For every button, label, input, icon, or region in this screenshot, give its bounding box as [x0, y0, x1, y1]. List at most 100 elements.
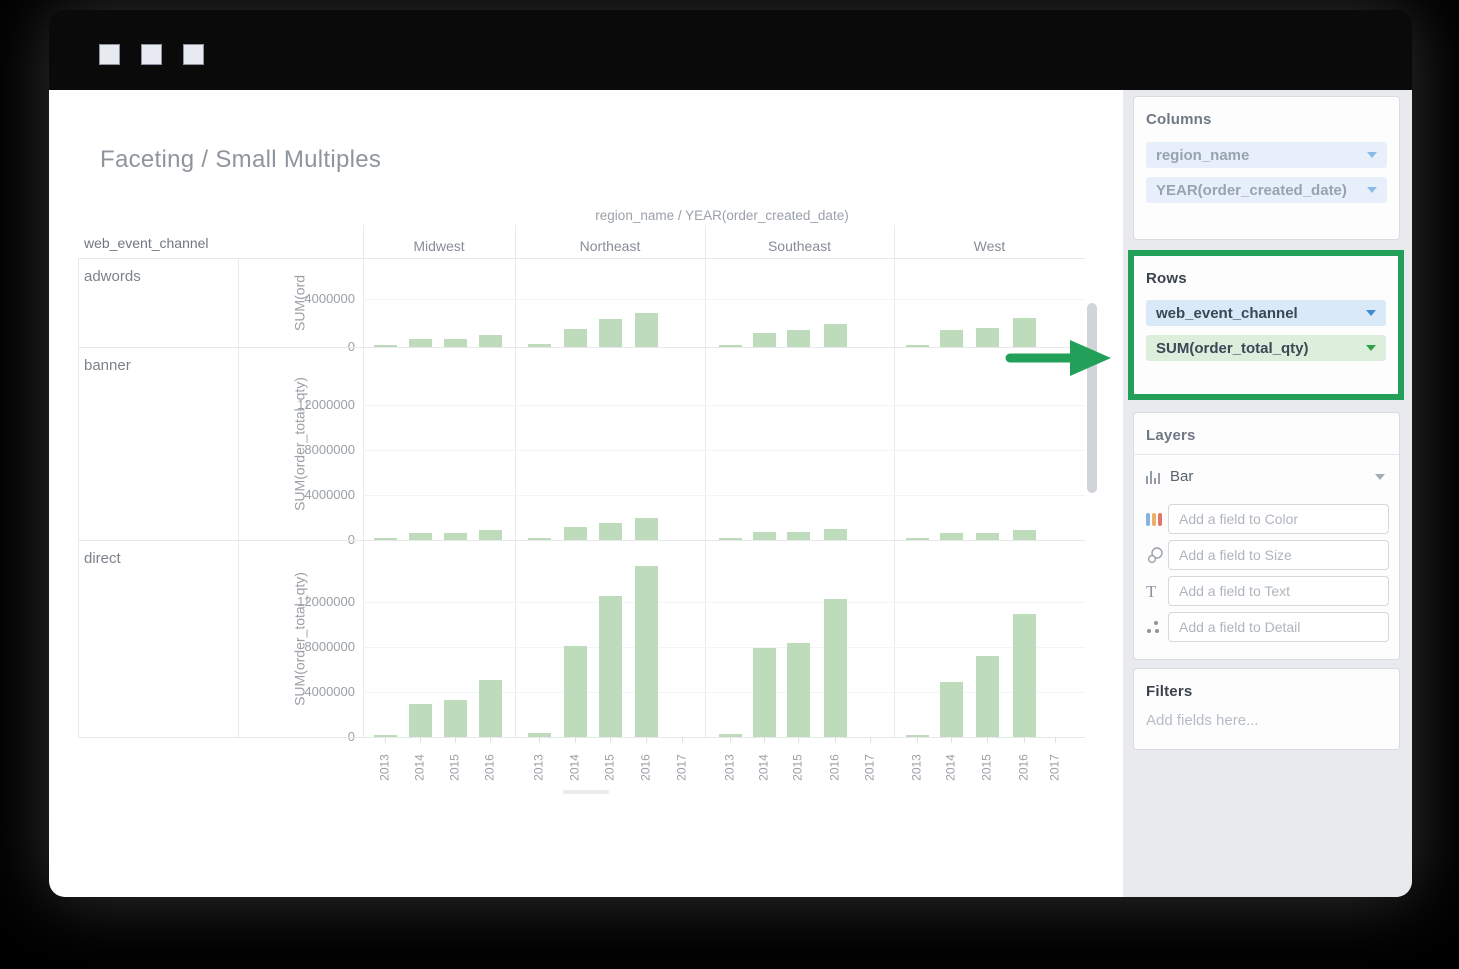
x-tick-label-2016: 2016	[638, 754, 653, 781]
bar-adwords-northeast-2013[interactable]	[527, 344, 551, 347]
app-window: Faceting / Small Multiples region_name /…	[49, 10, 1412, 897]
bar-adwords-northeast-2015[interactable]	[598, 319, 622, 347]
x-tick-mark	[490, 737, 491, 743]
bar-direct-northeast-2013[interactable]	[527, 732, 551, 737]
x-tick-mark	[987, 737, 988, 743]
bar-adwords-southeast-2013[interactable]	[718, 344, 742, 347]
x-tick-mark	[682, 737, 683, 743]
bar-banner-southeast-2015[interactable]	[786, 531, 810, 540]
bar-adwords-west-2016[interactable]	[1012, 318, 1036, 347]
bar-direct-west-2013[interactable]	[905, 734, 929, 737]
bar-direct-midwest-2013[interactable]	[373, 735, 397, 737]
window-button-3[interactable]	[183, 44, 204, 65]
facet-divider-1	[515, 225, 516, 737]
bar-direct-southeast-2013[interactable]	[718, 734, 742, 737]
rows-highlight-box: Rows web_event_channel SUM(order_total_q…	[1128, 250, 1404, 400]
x-tick-label-2015: 2015	[602, 754, 617, 781]
size-circles-icon	[1146, 546, 1168, 564]
bar-direct-midwest-2014[interactable]	[408, 704, 432, 737]
field-pill-year-order-created-date[interactable]: YEAR(order_created_date)	[1146, 177, 1387, 203]
field-pill-web-event-channel[interactable]: web_event_channel	[1146, 300, 1386, 326]
x-tick-mark	[1055, 737, 1056, 743]
bar-adwords-southeast-2015[interactable]	[786, 330, 810, 347]
bar-direct-west-2014[interactable]	[939, 681, 963, 737]
horizontal-scrollbar[interactable]	[563, 790, 609, 794]
add-field-to-detail-input[interactable]	[1168, 612, 1389, 642]
bar-direct-northeast-2015[interactable]	[598, 596, 622, 737]
bar-banner-northeast-2013[interactable]	[527, 537, 551, 540]
x-tick-mark	[917, 737, 918, 743]
bar-banner-northeast-2015[interactable]	[598, 523, 622, 540]
vertical-scrollbar[interactable]	[1087, 303, 1097, 493]
window-titlebar	[49, 10, 1412, 90]
bar-adwords-midwest-2016[interactable]	[478, 335, 502, 347]
rows-section: Rows web_event_channel SUM(order_total_q…	[1134, 256, 1398, 394]
row-label-direct: direct	[84, 550, 121, 567]
x-tick-mark	[870, 737, 871, 743]
x-tick-label-2015: 2015	[790, 754, 805, 781]
facet-column-header-midwest: Midwest	[413, 238, 465, 254]
color-swatches-icon	[1146, 512, 1168, 526]
bar-adwords-west-2014[interactable]	[939, 330, 963, 347]
bar-banner-midwest-2016[interactable]	[478, 530, 502, 540]
bar-adwords-northeast-2016[interactable]	[634, 313, 658, 347]
text-field-slot: T	[1146, 576, 1389, 606]
add-field-to-color-input[interactable]	[1168, 504, 1389, 534]
x-tick-label-2016: 2016	[482, 754, 497, 781]
y-tick-label: 4000000	[304, 291, 355, 306]
chevron-down-icon[interactable]	[1367, 187, 1377, 193]
bar-adwords-west-2013[interactable]	[905, 344, 929, 347]
bar-direct-southeast-2016[interactable]	[823, 598, 847, 737]
field-pill-sum-order-total-qty[interactable]: SUM(order_total_qty)	[1146, 335, 1386, 361]
bar-banner-west-2013[interactable]	[905, 538, 929, 540]
x-tick-mark	[764, 737, 765, 743]
chevron-down-icon[interactable]	[1367, 152, 1377, 158]
bar-adwords-west-2015[interactable]	[975, 327, 999, 347]
x-tick-mark	[575, 737, 576, 743]
bar-adwords-southeast-2016[interactable]	[823, 324, 847, 347]
field-pill-label: web_event_channel	[1156, 304, 1298, 322]
add-field-to-size-input[interactable]	[1168, 540, 1389, 570]
bar-direct-west-2015[interactable]	[975, 656, 999, 737]
add-field-to-text-input[interactable]	[1168, 576, 1389, 606]
y-tick-label: 12000000	[297, 594, 355, 609]
layer-type-dropdown[interactable]: Bar	[1134, 454, 1399, 498]
filters-drop-zone[interactable]: Add fields here...	[1146, 712, 1259, 729]
y-tick-label: 4000000	[304, 684, 355, 699]
bar-direct-southeast-2014[interactable]	[752, 648, 776, 737]
bar-direct-midwest-2015[interactable]	[443, 699, 467, 737]
bar-direct-northeast-2016[interactable]	[634, 566, 658, 737]
bar-banner-northeast-2016[interactable]	[634, 517, 658, 540]
bar-banner-west-2015[interactable]	[975, 532, 999, 540]
window-button-2[interactable]	[141, 44, 162, 65]
bar-direct-west-2016[interactable]	[1012, 614, 1036, 737]
bar-banner-midwest-2015[interactable]	[443, 533, 467, 540]
bar-banner-southeast-2013[interactable]	[718, 538, 742, 540]
bar-banner-southeast-2016[interactable]	[823, 528, 847, 540]
bar-direct-northeast-2014[interactable]	[563, 645, 587, 737]
bar-adwords-southeast-2014[interactable]	[752, 332, 776, 347]
field-pill-region-name[interactable]: region_name	[1146, 142, 1387, 168]
bar-banner-southeast-2014[interactable]	[752, 531, 776, 540]
x-tick-mark	[420, 737, 421, 743]
chevron-down-icon[interactable]	[1366, 345, 1376, 351]
window-button-1[interactable]	[99, 44, 120, 65]
bar-adwords-midwest-2013[interactable]	[373, 345, 397, 347]
x-tick-mark	[385, 737, 386, 743]
bar-direct-southeast-2015[interactable]	[786, 642, 810, 737]
x-tick-mark	[539, 737, 540, 743]
chevron-down-icon[interactable]	[1366, 310, 1376, 316]
bar-banner-west-2014[interactable]	[939, 533, 963, 540]
bar-banner-midwest-2014[interactable]	[408, 532, 432, 540]
filters-section-title: Filters	[1146, 683, 1193, 700]
row-baseline	[78, 540, 1085, 541]
bar-direct-midwest-2016[interactable]	[478, 679, 502, 737]
bar-banner-northeast-2014[interactable]	[563, 526, 587, 540]
chevron-down-icon[interactable]	[1375, 473, 1385, 480]
bar-banner-midwest-2013[interactable]	[373, 538, 397, 540]
bar-banner-west-2016[interactable]	[1012, 530, 1036, 540]
bar-adwords-northeast-2014[interactable]	[563, 329, 587, 347]
bar-adwords-midwest-2014[interactable]	[408, 338, 432, 347]
bar-adwords-midwest-2015[interactable]	[443, 338, 467, 347]
